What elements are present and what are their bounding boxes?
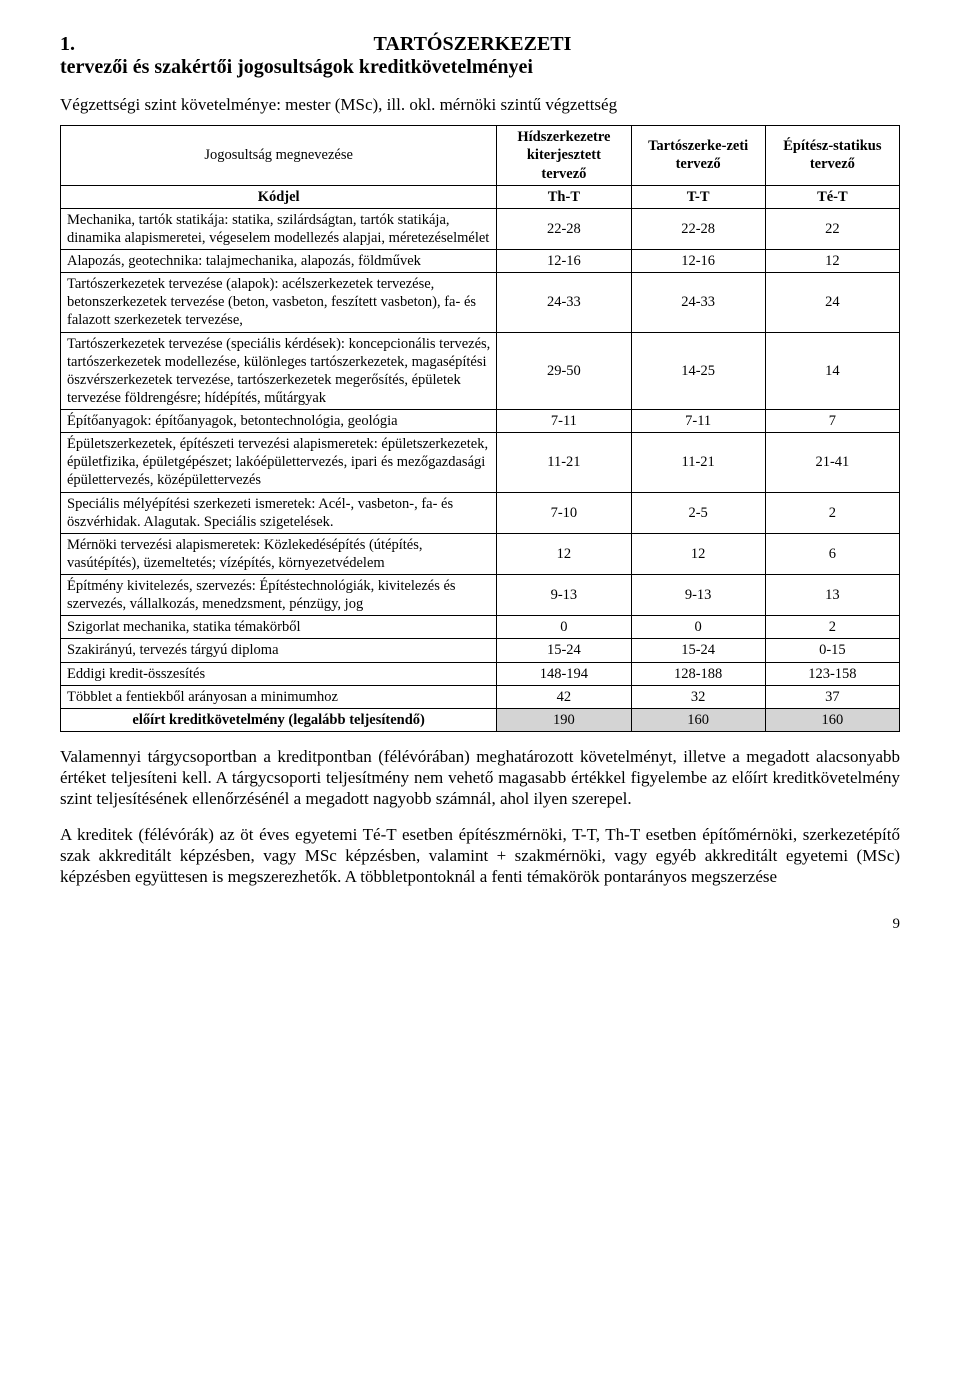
table-row: Eddigi kredit-összesítés148-194128-18812… [61,662,900,685]
row-val-b: 22-28 [631,208,765,249]
code-th: Th-T [497,185,631,208]
row-val-b: 12 [631,533,765,574]
row-desc: Szakirányú, tervezés tárgyú diploma [61,639,497,662]
row-val-b: 12-16 [631,250,765,273]
head-col-th: Hídszerkezetre kiterjesztett tervező [497,126,631,185]
row-desc: Tartószerkezetek tervezése (speciális ké… [61,332,497,410]
table-row: Épületszerkezetek, építészeti tervezési … [61,433,900,492]
row-val-b: 14-25 [631,332,765,410]
row-val-a: 24-33 [497,273,631,332]
code-te: Té-T [765,185,899,208]
row-val-a: 12-16 [497,250,631,273]
row-val-c: 13 [765,575,899,616]
row-desc: Építmény kivitelezés, szervezés: Építést… [61,575,497,616]
table-row: Szigorlat mechanika, statika témakörből0… [61,616,900,639]
row-val-b: 9-13 [631,575,765,616]
row-val-c: 7 [765,410,899,433]
table-row: Alapozás, geotechnika: talajmechanika, a… [61,250,900,273]
row-val-a: 0 [497,616,631,639]
header: 1. TARTÓSZERKEZETI [60,32,900,57]
row-val-a: 148-194 [497,662,631,685]
row-desc: Tartószerkezetek tervezése (alapok): acé… [61,273,497,332]
credit-table: Jogosultság megnevezése Hídszerkezetre k… [60,125,900,732]
table-row: Építőanyagok: építőanyagok, betontechnol… [61,410,900,433]
table-row: Szakirányú, tervezés tárgyú diploma15-24… [61,639,900,662]
row-val-c: 12 [765,250,899,273]
table-row: Tartószerkezetek tervezése (alapok): acé… [61,273,900,332]
row-val-b: 24-33 [631,273,765,332]
table-final-row: előírt kreditkövetelmény (legalább telje… [61,708,900,731]
table-row: Mechanika, tartók statikája: statika, sz… [61,208,900,249]
table-row: Speciális mélyépítési szerkezeti ismeret… [61,492,900,533]
row-val-c: 14 [765,332,899,410]
row-desc: Szigorlat mechanika, statika témakörből [61,616,497,639]
row-val-a: 11-21 [497,433,631,492]
row-val-c: 2 [765,492,899,533]
table-head-row: Jogosultság megnevezése Hídszerkezetre k… [61,126,900,185]
row-desc: Alapozás, geotechnika: talajmechanika, a… [61,250,497,273]
row-desc: Mechanika, tartók statikája: statika, sz… [61,208,497,249]
table-code-row: Kódjel Th-T T-T Té-T [61,185,900,208]
row-desc: Épületszerkezetek, építészeti tervezési … [61,433,497,492]
table-row: Építmény kivitelezés, szervezés: Építést… [61,575,900,616]
final-desc: előírt kreditkövetelmény (legalább telje… [61,708,497,731]
row-desc: Mérnöki tervezési alapismeretek: Közleke… [61,533,497,574]
row-val-a: 7-11 [497,410,631,433]
row-val-a: 15-24 [497,639,631,662]
row-val-b: 0 [631,616,765,639]
paragraph-1: Valamennyi tárgycsoportban a kreditpontb… [60,746,900,810]
table-row: Mérnöki tervezési alapismeretek: Közleke… [61,533,900,574]
code-tt: T-T [631,185,765,208]
page-number: 9 [60,915,900,934]
table-row: Többlet a fentiekből arányosan a minimum… [61,685,900,708]
page-subtitle: tervezői és szakértői jogosultságok kred… [60,55,900,80]
head-col-tt: Tartószerke-zeti tervező [631,126,765,185]
requirement-line: Végzettségi szint követelménye: mester (… [60,94,900,115]
row-val-c: 2 [765,616,899,639]
row-val-c: 24 [765,273,899,332]
row-val-b: 128-188 [631,662,765,685]
row-val-a: 9-13 [497,575,631,616]
row-desc: Eddigi kredit-összesítés [61,662,497,685]
row-val-b: 7-11 [631,410,765,433]
final-a: 190 [497,708,631,731]
page-title: TARTÓSZERKEZETI [45,32,900,57]
row-val-c: 22 [765,208,899,249]
table-row: Tartószerkezetek tervezése (speciális ké… [61,332,900,410]
row-val-c: 37 [765,685,899,708]
row-val-a: 22-28 [497,208,631,249]
row-val-a: 12 [497,533,631,574]
code-label: Kódjel [61,185,497,208]
row-desc: Speciális mélyépítési szerkezeti ismeret… [61,492,497,533]
head-designation: Jogosultság megnevezése [61,126,497,185]
row-desc: Építőanyagok: építőanyagok, betontechnol… [61,410,497,433]
row-val-a: 29-50 [497,332,631,410]
final-b: 160 [631,708,765,731]
head-col-te: Építész-statikus tervező [765,126,899,185]
row-val-c: 0-15 [765,639,899,662]
final-c: 160 [765,708,899,731]
row-val-b: 32 [631,685,765,708]
row-val-b: 2-5 [631,492,765,533]
row-val-c: 123-158 [765,662,899,685]
row-val-c: 6 [765,533,899,574]
row-val-c: 21-41 [765,433,899,492]
row-val-a: 42 [497,685,631,708]
row-val-a: 7-10 [497,492,631,533]
row-val-b: 15-24 [631,639,765,662]
row-val-b: 11-21 [631,433,765,492]
row-desc: Többlet a fentiekből arányosan a minimum… [61,685,497,708]
paragraph-2: A kreditek (félévórák) az öt éves egyete… [60,824,900,888]
